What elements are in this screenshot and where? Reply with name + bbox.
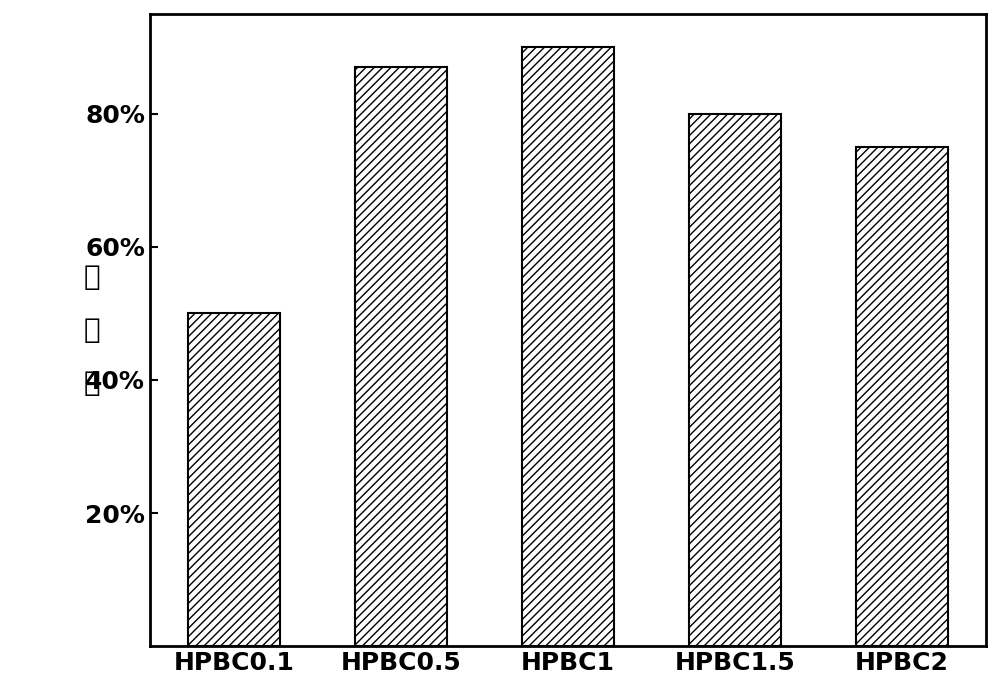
Bar bbox=[355, 67, 447, 646]
Bar bbox=[856, 147, 948, 646]
Bar bbox=[689, 114, 781, 646]
Text: 去: 去 bbox=[84, 263, 100, 291]
Text: 除: 除 bbox=[84, 316, 100, 344]
Bar bbox=[522, 47, 614, 646]
Bar bbox=[188, 313, 280, 646]
Text: 率: 率 bbox=[84, 369, 100, 398]
